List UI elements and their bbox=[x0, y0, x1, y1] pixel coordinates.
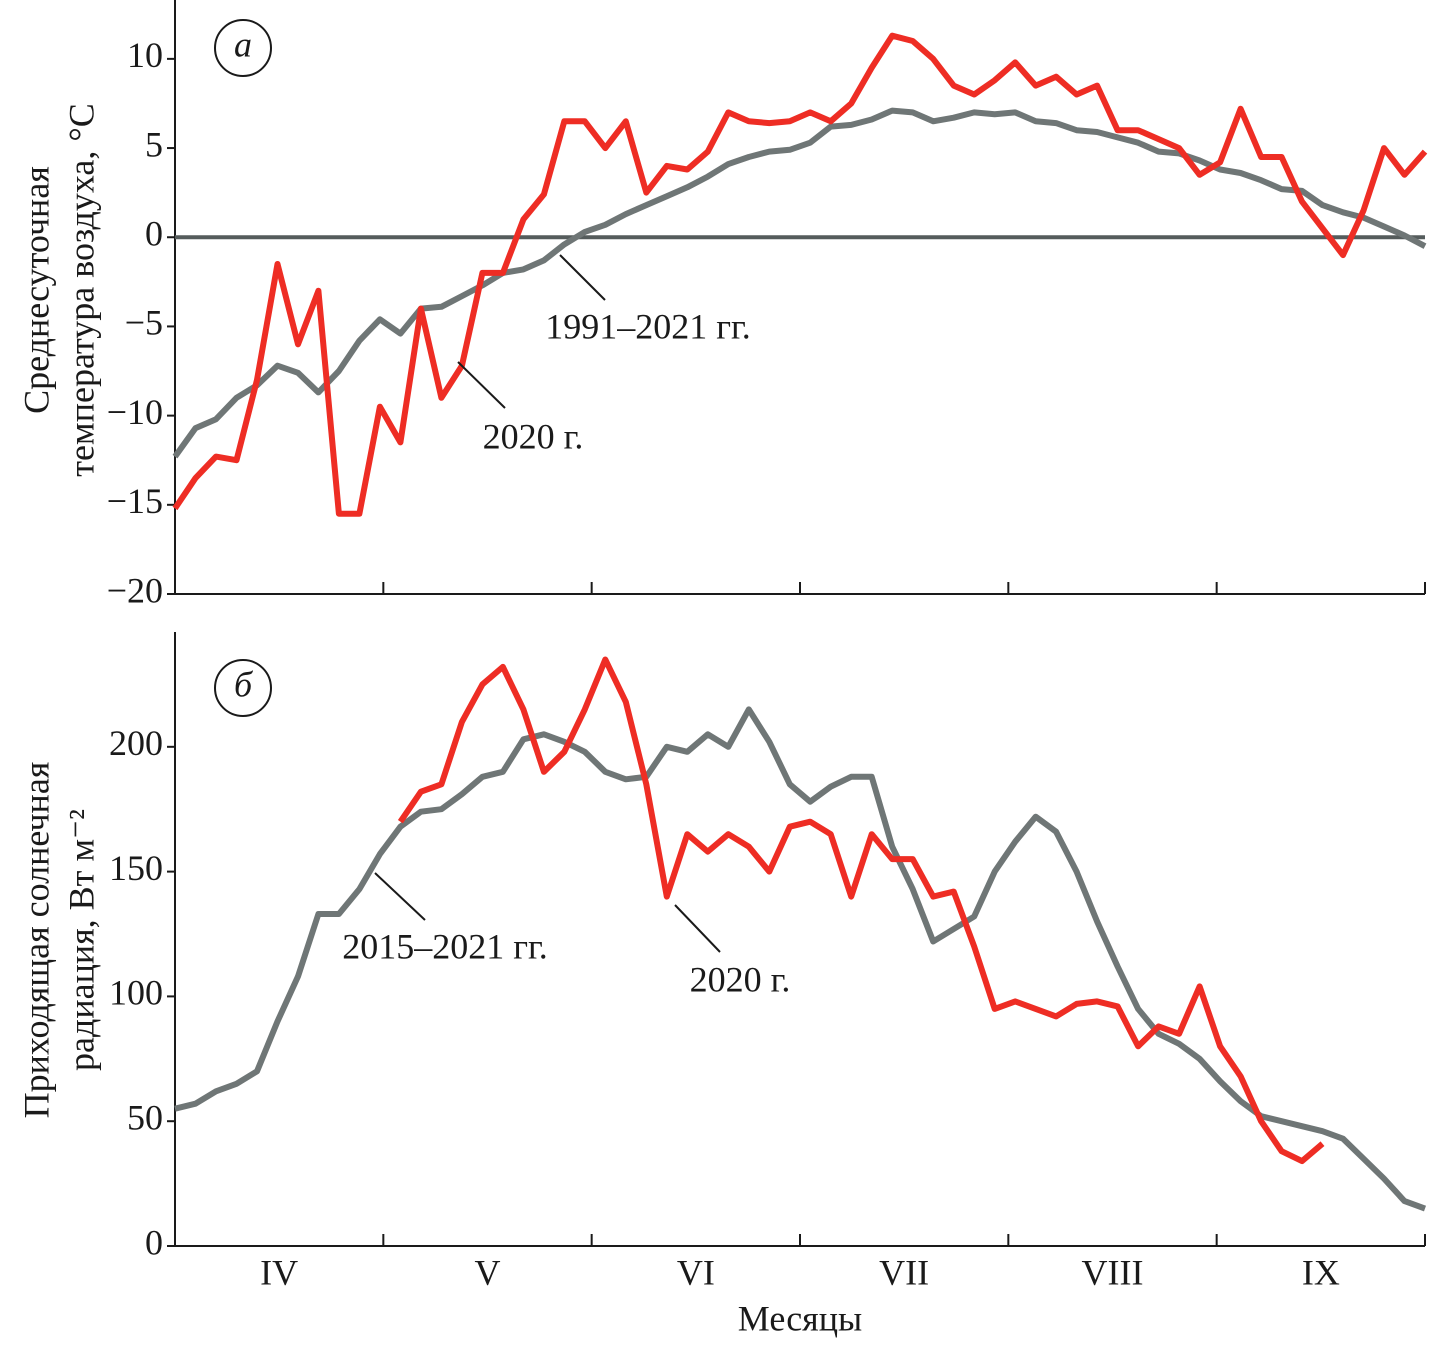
y-tick-label: 200 bbox=[109, 723, 163, 763]
series-line bbox=[172, 107, 1427, 459]
leader-line bbox=[559, 254, 606, 301]
y-tick-label: 150 bbox=[109, 848, 163, 888]
x-tick-label: VII bbox=[879, 1252, 929, 1292]
x-tick-label: VI bbox=[677, 1252, 715, 1292]
y-axis-label: Приходящая солнечная bbox=[16, 762, 56, 1119]
series-label: 2020 г. bbox=[690, 959, 791, 999]
y-tick-label: 0 bbox=[145, 1222, 163, 1262]
series-label: 2015–2021 гг. bbox=[342, 926, 547, 966]
series-line bbox=[397, 656, 1325, 1165]
y-tick-label: 10 bbox=[127, 35, 163, 75]
x-tick-label: VIII bbox=[1082, 1252, 1144, 1292]
series-line bbox=[172, 32, 1428, 517]
y-tick-label: 50 bbox=[127, 1097, 163, 1137]
leader-line bbox=[374, 872, 426, 921]
x-axis-label: Месяцы bbox=[738, 1298, 862, 1338]
x-tick-label: V bbox=[475, 1252, 501, 1292]
y-tick-label: −5 bbox=[125, 303, 163, 343]
leader-line bbox=[674, 904, 721, 953]
series-line bbox=[174, 706, 1427, 1212]
x-tick-label: IV bbox=[260, 1252, 298, 1292]
y-axis-label: радиация, Вт м⁻² bbox=[61, 809, 101, 1071]
y-axis-label: Среднесуточная bbox=[16, 166, 56, 414]
series-label: 1991–2021 гг. bbox=[545, 306, 750, 346]
y-tick-label: −10 bbox=[107, 392, 163, 432]
y-tick-label: −15 bbox=[107, 481, 163, 521]
x-tick-label: IX bbox=[1302, 1252, 1340, 1292]
y-tick-label: 100 bbox=[109, 973, 163, 1013]
y-axis-label: температура воздуха, °С bbox=[61, 103, 101, 477]
panel-label-circle bbox=[214, 659, 272, 717]
leader-line bbox=[457, 361, 506, 409]
series-label: 2020 г. bbox=[483, 416, 584, 456]
panel-label-circle bbox=[214, 19, 272, 77]
y-tick-label: 5 bbox=[145, 124, 163, 164]
panel-label: а bbox=[234, 24, 252, 64]
y-tick-label: 0 bbox=[145, 214, 163, 254]
y-tick-label: −20 bbox=[107, 570, 163, 610]
panel-label: б bbox=[234, 664, 254, 704]
